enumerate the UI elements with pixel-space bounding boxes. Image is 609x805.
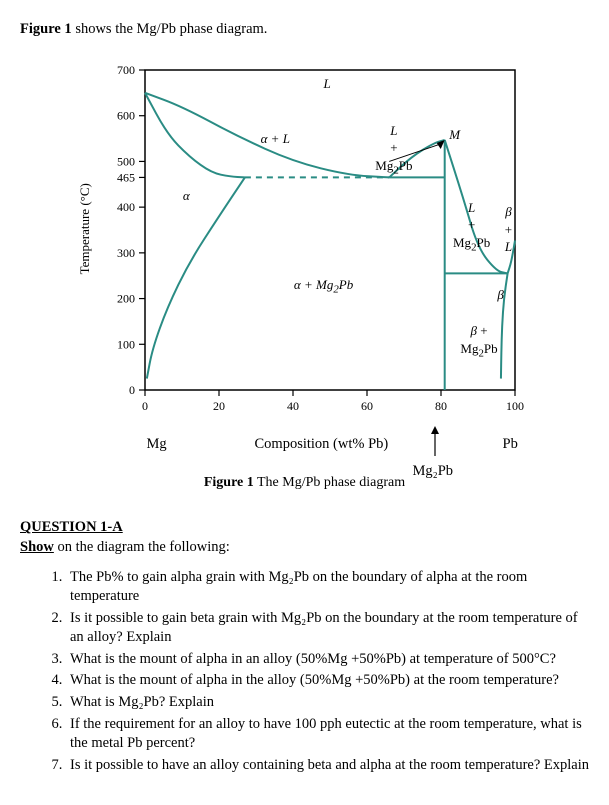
svg-text:40: 40	[287, 399, 299, 413]
question-item: If the requirement for an alloy to have …	[66, 715, 589, 754]
svg-text:100: 100	[506, 399, 524, 413]
svg-text:700: 700	[117, 63, 135, 77]
phase-diagram-container: 0 100 200 300 400 465 500 600 700 0 20 40 60 80 100 Te…	[20, 50, 589, 493]
show-prefix: Show	[20, 539, 54, 555]
svg-text:0: 0	[142, 399, 148, 413]
svg-text:500: 500	[117, 154, 135, 168]
question-item: Is it possible to have an alloy containi…	[66, 756, 589, 776]
region-alpha-L: α + L	[261, 130, 290, 148]
svg-text:20: 20	[213, 399, 225, 413]
question-item: What is Mg₂Pb? Explain	[66, 693, 589, 713]
svg-text:300: 300	[117, 245, 135, 259]
mg2pb-pointer-label: Mg₂Pb	[413, 462, 454, 482]
show-line: Show on the diagram the following:	[20, 538, 589, 558]
svg-text:0: 0	[129, 383, 135, 397]
region-alpha: α	[183, 187, 190, 205]
x-axis-label-group: Mg Composition (wt% Pb) Pb Mg₂Pb	[75, 430, 535, 470]
phase-diagram: 0 100 200 300 400 465 500 600 700 0 20 40 60 80 100 Te…	[75, 50, 535, 430]
region-alpha-Mg2Pb: α + Mg2Pb	[294, 276, 353, 297]
show-rest: on the diagram the following:	[54, 539, 230, 555]
region-L-Mg2Pb-right: L+Mg2Pb	[453, 199, 490, 255]
question-list: The Pb% to gain alpha grain with Mg₂Pb o…	[20, 568, 589, 776]
region-beta-L: β+L	[505, 203, 512, 256]
region-L: L	[324, 75, 331, 93]
figure-caption: Figure 1 The Mg/Pb phase diagram	[204, 474, 405, 493]
region-beta-Mg2Pb: β +Mg2Pb	[460, 322, 497, 361]
x-right-name: Pb	[503, 435, 518, 455]
question-item: What is the mount of alpha in the alloy …	[66, 671, 589, 691]
svg-text:465: 465	[117, 170, 135, 184]
question-heading: QUESTION 1-A	[20, 518, 589, 538]
x-axis-label: Composition (wt% Pb)	[255, 435, 389, 455]
question-item: What is the mount of alpha in an alloy (…	[66, 650, 589, 670]
region-beta: β	[497, 286, 503, 304]
question-item: The Pb% to gain alpha grain with Mg₂Pb o…	[66, 568, 589, 607]
intro-rest: shows the Mg/Pb phase diagram.	[72, 21, 268, 37]
svg-text:80: 80	[435, 399, 447, 413]
mg2pb-arrow-icon	[425, 426, 445, 460]
svg-text:200: 200	[117, 291, 135, 305]
point-M: M	[449, 126, 460, 144]
x-left-name: Mg	[147, 435, 167, 455]
question-item: Is it possible to gain beta grain with M…	[66, 609, 589, 648]
intro-prefix: Figure 1	[20, 21, 72, 37]
svg-text:100: 100	[117, 337, 135, 351]
caption-prefix: Figure 1	[204, 475, 254, 490]
svg-text:400: 400	[117, 200, 135, 214]
intro-text: Figure 1 shows the Mg/Pb phase diagram.	[20, 20, 589, 40]
svg-text:60: 60	[361, 399, 373, 413]
region-L-Mg2Pb: L+Mg2Pb	[375, 122, 412, 178]
caption-rest: The Mg/Pb phase diagram	[254, 475, 405, 490]
svg-text:600: 600	[117, 108, 135, 122]
y-axis-label: Temperature (°C)	[75, 183, 93, 274]
